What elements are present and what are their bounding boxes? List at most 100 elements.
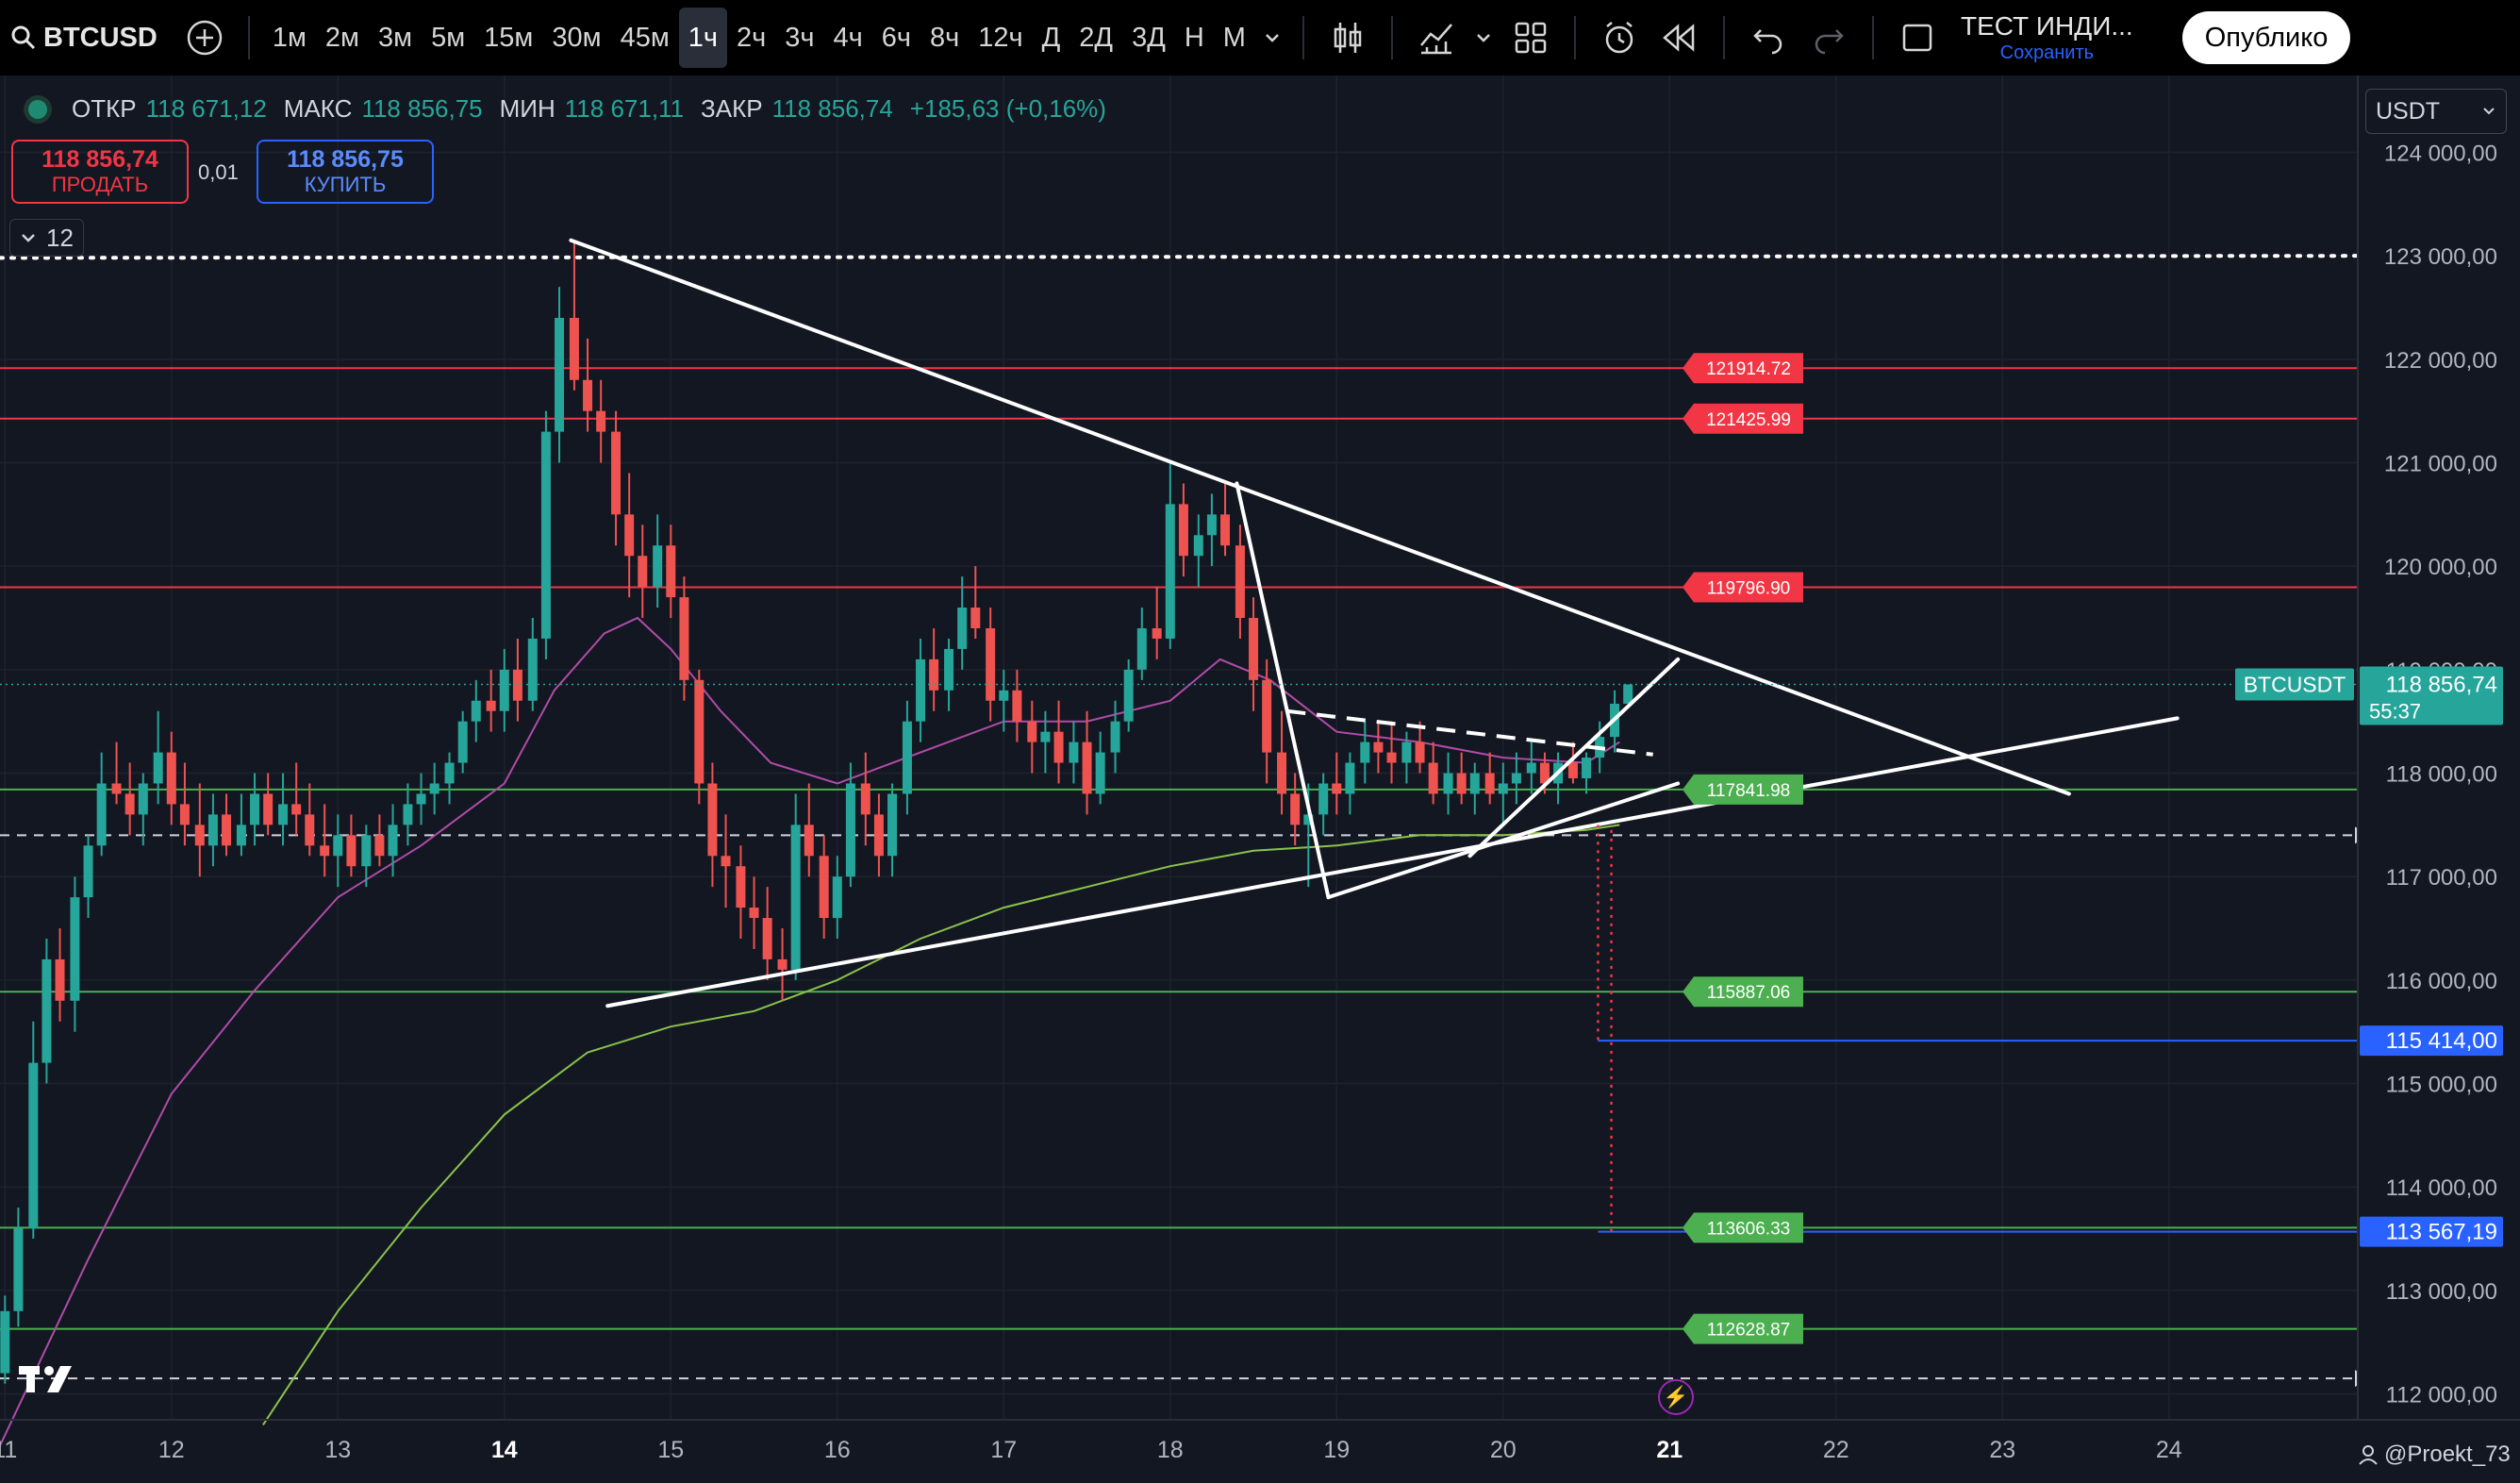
market-status-dot [28,99,47,119]
candle-up [153,710,163,805]
price-tick-label: 115 000,00 [2386,1073,2497,1098]
timeframe-button[interactable]: 5м [431,22,466,53]
level-label[interactable]: 113606.33 [1683,1212,1803,1243]
indicators-dropdown-button[interactable] [1469,8,1498,67]
candle-body [845,783,855,877]
drawings[interactable] [569,238,2180,1232]
search-icon [11,25,36,50]
timeframe-button[interactable]: 3м [378,22,413,53]
candle-body [403,804,413,825]
level-label[interactable]: 115887.06 [1683,976,1803,1008]
timeframe-button[interactable]: 45м [620,22,670,53]
publish-button[interactable]: Опублико [2181,11,2351,64]
candle-down [569,240,579,391]
candle-body [666,545,676,598]
candle-up [527,618,538,711]
time-tick-label: 14 [491,1437,518,1463]
level-label[interactable]: 112628.87 [1683,1313,1803,1344]
layouts-button[interactable] [1503,8,1558,67]
price-tick-label: 121 000,00 [2384,452,2497,477]
candle-down [305,783,315,857]
candle-up [278,773,289,846]
symbol-search[interactable]: BTCUSD [9,23,158,54]
level-label[interactable]: 117841.98 [1683,774,1803,805]
candle-up [1582,752,1592,794]
close-label: ЗАКР [701,94,763,123]
timeframe-button[interactable]: 1ч [678,8,728,68]
fullscreen-button[interactable] [1890,8,1945,67]
timeframe-button[interactable]: 15м [484,22,534,53]
target-price-tag: 113 567,19 [2386,1220,2497,1245]
timeframe-button[interactable]: 12ч [978,22,1023,53]
trend-line[interactable] [1467,657,1681,858]
timeframe-button[interactable]: 8ч [930,22,960,53]
trend-line[interactable] [605,716,2180,1008]
toolbar-separator [1573,16,1576,59]
timeframe-button[interactable]: 2ч [737,22,767,53]
level-label[interactable]: 121425.99 [1683,403,1803,434]
undo-button[interactable] [1741,8,1796,67]
buy-button[interactable]: 118 856,75 КУПИТЬ [257,140,434,204]
indicators-button[interactable] [1409,8,1464,67]
candle-up [1123,658,1134,732]
trend-line[interactable] [569,238,2071,796]
timeframe-button[interactable]: 2м [324,22,359,53]
timeframe-button[interactable]: 6ч [881,22,912,53]
candle-body [1262,679,1272,753]
tradingview-logo[interactable] [19,1361,79,1404]
timeframe-button[interactable]: Н [1184,22,1204,53]
candle-up [457,710,468,774]
collapse-indicators-button[interactable]: 12 [9,219,84,257]
level-label[interactable]: 121914.72 [1683,353,1803,384]
price-axis-bg [2358,75,2520,1483]
candle-body [346,835,356,867]
last-price-symbol-bg [2235,668,2354,701]
timeframe-button[interactable]: 30м [552,22,602,53]
candle-down [1415,721,1425,774]
trend-line[interactable] [1235,481,1331,900]
alert-button[interactable] [1592,8,1647,67]
candle-down [611,410,622,546]
candle-up [70,876,80,1032]
time-tick-label: 20 [1490,1437,1517,1463]
timeframe-button[interactable]: Д [1041,22,1061,53]
level-label[interactable]: 119796.90 [1683,572,1803,603]
price-tick-label: 120 000,00 [2384,555,2497,580]
candle-body [638,556,648,588]
dashed-trend-line[interactable] [1286,708,1653,757]
candle-down [583,338,593,432]
candle-body [179,804,190,825]
timeframe-button[interactable]: 3Д [1132,22,1166,53]
low-value: 118 671,11 [564,94,685,123]
redo-button[interactable] [1801,8,1856,67]
layout-name-button[interactable]: ТЕСТ ИНДИ... Сохранить [1961,11,2133,63]
candle-body [1567,762,1578,779]
candle-up [1318,773,1329,836]
last-price-tag-bg [2360,666,2503,725]
lightning-icon[interactable]: ⚡ [1658,1379,1694,1415]
change-value: +185,63 (+0,16%) [909,94,1106,123]
timeframe-dropdown-button[interactable] [1258,8,1286,67]
replay-button[interactable] [1652,8,1707,67]
candle-body [540,431,551,639]
candle-down [1386,721,1397,784]
candle-body [457,721,468,763]
currency-select[interactable]: USDT [2365,89,2507,134]
candle-down [873,793,884,877]
candle-up [13,1208,24,1327]
sell-button[interactable]: 118 856,74 ПРОДАТЬ [11,140,189,204]
candle-body [13,1228,24,1311]
add-symbol-button[interactable] [177,8,232,67]
candle-down [1567,742,1578,784]
candle-down [346,814,356,877]
candle-body [1318,783,1329,815]
timeframe-button[interactable]: М [1222,22,1246,53]
timeframe-button[interactable]: 3ч [785,22,815,53]
chart-type-button[interactable] [1320,8,1375,67]
trend-line[interactable] [1326,781,1681,900]
timeframe-button[interactable]: 4ч [833,22,863,53]
timeframe-button[interactable]: 1м [272,22,307,53]
timeframe-button[interactable]: 2Д [1079,22,1114,53]
candle-body [291,804,302,815]
price-chart[interactable]: 121914.72 121425.99 119796.90 117841.98 1158… [0,75,2520,1483]
